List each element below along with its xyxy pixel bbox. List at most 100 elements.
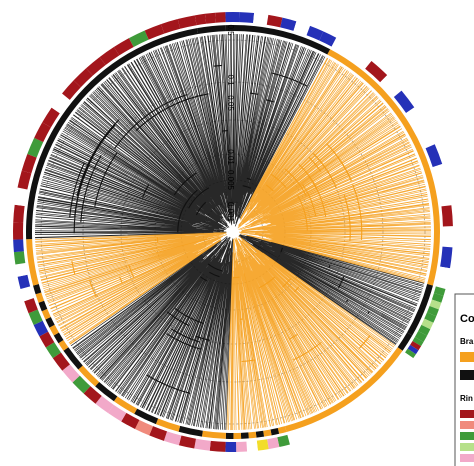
inner-ring-segment-5-1 bbox=[270, 427, 280, 436]
outer-ring-segment-8-2 bbox=[13, 251, 26, 265]
outer-ring-segment-1-1 bbox=[348, 48, 372, 69]
outer-ring-segment-10-1 bbox=[204, 12, 216, 24]
scale-label-0-5: 0.5 bbox=[226, 24, 235, 36]
outer-ring-segment-0-4 bbox=[280, 17, 297, 31]
outer-ring-segment-6-7 bbox=[108, 404, 127, 422]
outer-ring-segment-0-0 bbox=[225, 11, 240, 23]
branch-fan-3 bbox=[238, 235, 405, 345]
inner-ring-segment-7-4 bbox=[41, 308, 51, 320]
inner-ring-segment-7-0 bbox=[58, 339, 69, 351]
outer-ring-segment-3-0 bbox=[412, 337, 424, 347]
legend-ring-swatch-red bbox=[460, 410, 474, 418]
outer-ring-segment-1-0 bbox=[331, 37, 355, 57]
branch-fan-1 bbox=[237, 57, 432, 283]
outer-ring-segment-5-0 bbox=[277, 434, 290, 448]
outer-ring-segment-0-1 bbox=[239, 12, 255, 23]
inner-ring-segment-6-0 bbox=[201, 430, 226, 439]
outer-ring-segment-7-3 bbox=[28, 309, 43, 325]
outer-ring-segment-5-3 bbox=[246, 440, 258, 452]
legend-panel: Col Bra Rin bbox=[454, 293, 474, 466]
branch-color-ring bbox=[25, 25, 440, 439]
outer-ring-segment-8-1 bbox=[15, 263, 28, 277]
outer-ring-segment-1-11 bbox=[442, 226, 454, 248]
outer-ring-segment-1-7 bbox=[425, 144, 443, 168]
legend-branch-label: Bra bbox=[460, 337, 474, 346]
inner-ring-segment-7-3 bbox=[45, 316, 55, 328]
inner-ring-segment-9 bbox=[25, 28, 199, 240]
outer-ring-segment-1-8 bbox=[432, 164, 448, 187]
outer-ring-segment-6-1 bbox=[194, 438, 211, 451]
outer-ring-segment-1-9 bbox=[438, 184, 452, 207]
legend-ring-swatches bbox=[460, 410, 474, 462]
outer-ring-segment-4-3 bbox=[332, 404, 360, 426]
inner-ring-segment-5-7 bbox=[225, 432, 234, 439]
outer-ring-segment-9-2 bbox=[14, 187, 28, 207]
inner-ring-segment-6-7 bbox=[63, 347, 83, 370]
branch-fan-4 bbox=[234, 235, 396, 424]
outer-ring-segment-9-9 bbox=[62, 80, 81, 100]
legend-ring-swatch-light_green bbox=[460, 443, 474, 451]
inner-ring-segment-6-4 bbox=[113, 396, 138, 414]
outer-ring-segment-2-6 bbox=[418, 324, 431, 336]
legend-branch-swatches bbox=[460, 352, 474, 380]
inner-ring-segment-5-2 bbox=[263, 429, 272, 437]
clade-arcs-4 bbox=[258, 276, 371, 361]
outer-ring-segment-2-1 bbox=[431, 292, 444, 303]
inner-ring-segment-6-6 bbox=[78, 365, 100, 387]
inner-ring-segment-7-7 bbox=[33, 284, 42, 295]
outer-ring-segment-1-12 bbox=[440, 246, 453, 269]
inner-ring-segment-5-4 bbox=[248, 431, 257, 439]
legend-ring-swatch-green bbox=[460, 432, 474, 440]
clade-arcs-1 bbox=[265, 143, 363, 241]
scale-label-0-001: 0.001 bbox=[226, 202, 235, 223]
outer-ring-segment-4-1 bbox=[372, 371, 398, 397]
inner-ring-segment-6-1 bbox=[178, 425, 203, 437]
annotation-ring bbox=[12, 11, 454, 452]
outer-ring-segment-6-12 bbox=[52, 352, 70, 371]
outer-ring-segment-5-1 bbox=[267, 437, 280, 450]
scale-label-0-05: 0.05 bbox=[226, 95, 235, 111]
inner-ring-segment-4 bbox=[285, 347, 403, 432]
outer-ring-segment-9-1 bbox=[13, 204, 25, 223]
outer-ring-segment-3-3 bbox=[405, 348, 416, 359]
branch-fan-0 bbox=[225, 33, 326, 227]
outer-ring-segment-9-11 bbox=[86, 57, 106, 76]
outer-ring-segment-2-3 bbox=[427, 305, 439, 317]
branch-fan-10 bbox=[199, 34, 233, 226]
outer-ring-segment-9-10 bbox=[73, 68, 93, 88]
outer-ring-segment-1-4 bbox=[393, 90, 415, 114]
outer-ring-segment-0-7 bbox=[319, 31, 337, 47]
outer-ring-segment-6-10 bbox=[72, 375, 91, 394]
inner-ring-segment-6-2 bbox=[155, 418, 181, 432]
outer-ring-segment-7-1 bbox=[39, 331, 55, 348]
outer-ring-segment-2-7 bbox=[414, 330, 428, 342]
outer-ring-segment-5-5 bbox=[225, 441, 237, 452]
outer-ring-segment-6-6 bbox=[121, 412, 140, 429]
scale-label-0-1: 0.1 bbox=[226, 74, 235, 86]
clade-arcs-0 bbox=[242, 72, 308, 189]
outer-ring-segment-9-5 bbox=[27, 137, 44, 158]
outer-ring-segment-7-4 bbox=[24, 298, 38, 314]
outer-ring-segment-9-16 bbox=[160, 19, 181, 34]
inner-ring-segment-7-6 bbox=[35, 292, 45, 303]
inner-ring-segment-1 bbox=[327, 49, 440, 286]
outer-ring-segment-6-3 bbox=[163, 431, 182, 446]
outer-ring-segment-9-13 bbox=[113, 38, 134, 56]
outer-ring-segment-9-3 bbox=[17, 170, 32, 190]
inner-ring-segment-8 bbox=[26, 239, 39, 286]
outer-ring-segment-6-5 bbox=[134, 419, 154, 436]
outer-ring-segment-10-0 bbox=[194, 13, 207, 26]
outer-ring-segment-6-2 bbox=[178, 435, 196, 449]
outer-ring-segment-9-17 bbox=[177, 15, 197, 29]
branch-fan-7 bbox=[41, 234, 227, 345]
branch-fan-9 bbox=[34, 37, 232, 239]
outer-ring-segment-0-6 bbox=[306, 25, 324, 41]
outer-ring-segment-9-7 bbox=[42, 107, 60, 128]
outer-ring-segment-1-6 bbox=[416, 125, 435, 149]
outer-ring-segment-9-6 bbox=[34, 122, 51, 143]
inner-ring-segment-10 bbox=[197, 25, 226, 35]
outer-ring-segment-5-2 bbox=[256, 439, 269, 451]
outer-ring-segment-9-15 bbox=[144, 24, 165, 40]
inner-ring-segment-6-3 bbox=[134, 408, 159, 425]
branch-fan-8 bbox=[35, 231, 227, 284]
